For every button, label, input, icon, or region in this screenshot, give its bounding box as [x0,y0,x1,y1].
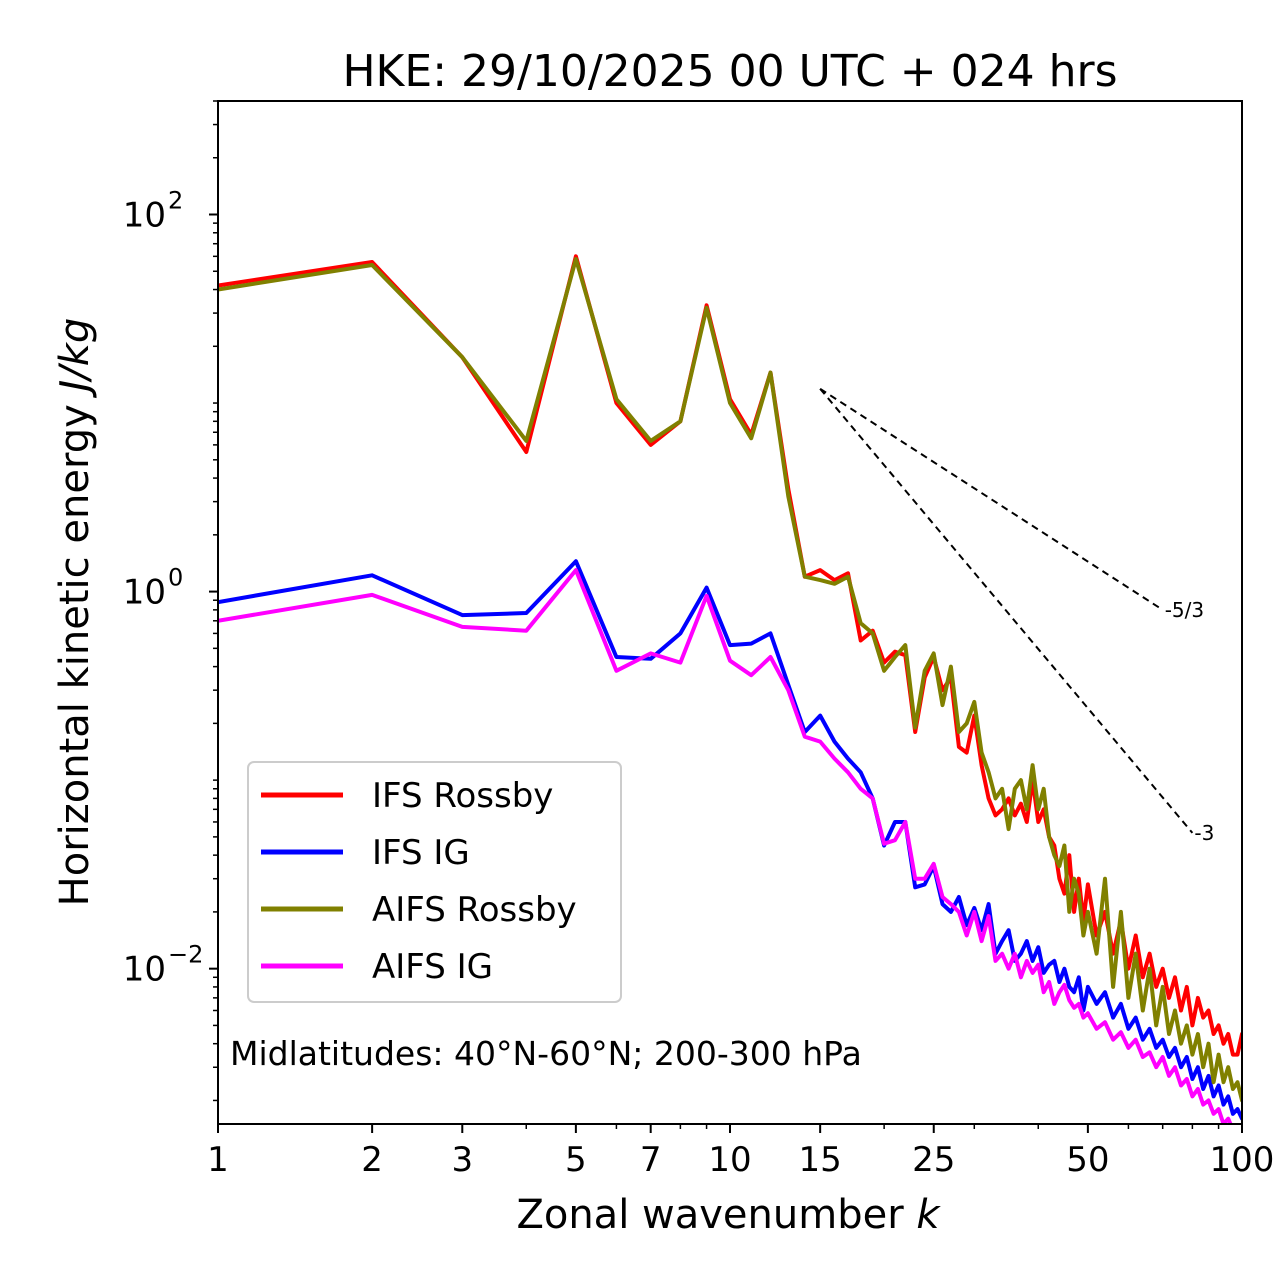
x-tick-label: 1 [207,1140,229,1180]
y-axis-label-unit: J/kg [52,318,98,399]
y-axis-label: Horizontal kinetic energy J/kg [52,318,98,907]
x-tick-label: 15 [799,1140,842,1180]
series-line-aifs-ig [218,568,1233,1124]
y-tick-exponent: 2 [168,187,183,215]
x-tick-label: 2 [361,1140,383,1180]
legend-label: AIFS Rossby [372,890,577,930]
legend-box [247,761,622,1003]
x-axis-label-var: k [916,1192,941,1238]
x-tick-label: 3 [451,1140,473,1180]
x-tick-label: 10 [708,1140,751,1180]
y-tick-label: 10 [123,573,166,613]
plot-frame [217,100,1243,1125]
y-tick-label: 10 [123,196,166,236]
y-tick-base: 10 [123,950,166,990]
x-tick-label: 50 [1066,1140,1109,1180]
reference-slope-line [819,388,1194,834]
y-tick-exponent: 0 [168,564,183,592]
legend-label: IFS IG [372,833,470,873]
x-tick-label: 25 [912,1140,955,1180]
x-axis-label: Zonal wavenumber k [516,1192,941,1238]
y-tick-label: 10 [123,950,166,990]
y-tick-base: 10 [123,573,166,613]
legend-label: IFS Rossby [372,776,553,816]
y-axis-label-text: Horizontal kinetic energy [52,404,98,906]
reference-slope-label: -5/3 [1165,598,1204,622]
x-axis-ticks: 1 2 3 5 7 10 15 25 50 100 [207,1124,1274,1180]
chart-title: HKE: 29/10/2025 00 UTC + 024 hrs [342,46,1117,97]
legend-label: AIFS IG [372,947,493,987]
x-tick-label: 5 [565,1140,587,1180]
reference-slope-line [819,387,1164,611]
series-layer [218,254,1242,1124]
y-tick-base: 10 [123,196,166,236]
region-annotation: Midlatitudes: 40°N-60°N; 200-300 hPa [230,1034,862,1073]
series-line-aifs-rossby [218,257,1242,1103]
y-tick-exponent: −2 [168,941,203,969]
legend: IFS Rossby IFS IG AIFS Rossby AIFS IG [247,761,622,1003]
reference-slopes: -5/3 -3 [819,387,1214,845]
x-axis-label-text: Zonal wavenumber [516,1192,904,1238]
x-tick-label: 100 [1210,1140,1275,1180]
x-tick-label: 7 [640,1140,662,1180]
reference-slope-label: -3 [1194,821,1214,845]
